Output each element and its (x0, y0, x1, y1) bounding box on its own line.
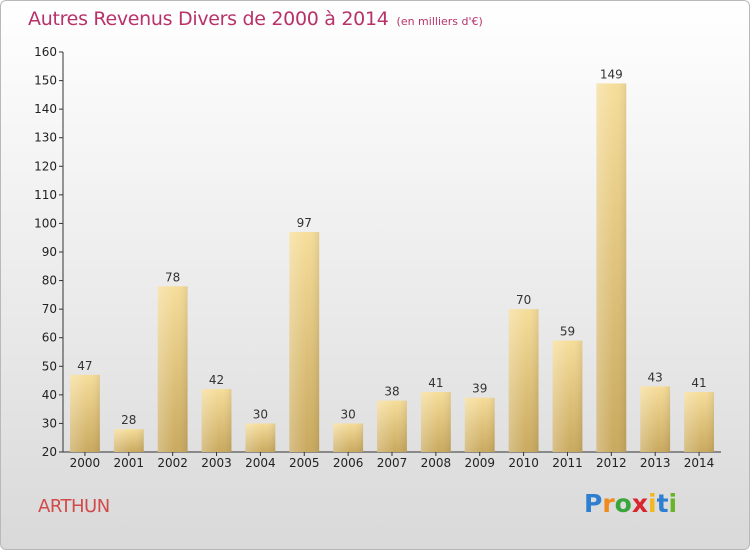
bar-shade (508, 309, 539, 452)
logo-letter: i (668, 489, 678, 518)
y-tick-label: 130 (34, 131, 57, 145)
bar-value-label: 59 (560, 325, 575, 339)
x-tick-label: 2014 (684, 456, 715, 470)
chart-title-unit: (en milliers d'€) (396, 15, 483, 28)
y-tick-label: 140 (34, 102, 57, 116)
x-tick-label: 2000 (70, 456, 101, 470)
x-tick-label: 2003 (201, 456, 232, 470)
bar-value-label: 42 (209, 373, 224, 387)
x-tick-label: 2011 (552, 456, 583, 470)
x-tick-label: 2012 (596, 456, 627, 470)
bar-shade (420, 392, 451, 452)
bar-value-label: 70 (516, 293, 531, 307)
y-tick-label: 30 (42, 416, 57, 430)
y-tick-label: 50 (42, 359, 57, 373)
bar-value-label: 41 (428, 376, 443, 390)
bar-shade (289, 232, 320, 452)
bar-shade (113, 429, 144, 452)
x-tick-label: 2009 (464, 456, 495, 470)
logo-letter: x (631, 489, 648, 518)
x-tick-label: 2001 (114, 456, 145, 470)
x-tick-label: 2004 (245, 456, 276, 470)
bar-shade (333, 423, 364, 452)
bar-shade (157, 286, 188, 452)
bar-shade (201, 389, 232, 452)
chart-title: Autres Revenus Divers de 2000 à 2014 (en … (28, 8, 483, 30)
y-tick-label: 90 (42, 245, 57, 259)
commune-name: ARTHUN (38, 496, 110, 517)
bar-value-label: 43 (648, 370, 663, 384)
y-tick-label: 20 (42, 445, 57, 459)
logo-letter: i (648, 489, 657, 518)
x-tick-label: 2013 (640, 456, 671, 470)
bar-value-label: 149 (600, 67, 623, 81)
x-tick-label: 2010 (508, 456, 539, 470)
y-tick-label: 160 (34, 45, 57, 59)
logo-letter: t (656, 489, 669, 518)
x-tick-label: 2007 (377, 456, 408, 470)
y-tick-label: 100 (34, 216, 57, 230)
bar-value-label: 41 (691, 376, 706, 390)
bar-shade (464, 397, 495, 452)
y-tick-label: 40 (42, 388, 57, 402)
y-tick-label: 110 (34, 188, 57, 202)
y-axis: 20 30 40 50 60 70 80 90 100 110 120 130 140 150 160 (34, 45, 64, 459)
bar-series: 47 28 78 42 30 97 30 38 41 39 70 59 149 43 41 (70, 67, 714, 452)
bar-shade (552, 340, 583, 452)
bar-value-label: 38 (384, 385, 399, 399)
bar-value-label: 30 (253, 407, 268, 421)
bar-shade (684, 392, 714, 452)
bar-value-label: 30 (340, 407, 355, 421)
bar-value-label: 39 (472, 382, 487, 396)
x-tick-label: 2006 (333, 456, 364, 470)
bar-shade (377, 400, 407, 452)
bar-shade (596, 83, 627, 452)
x-axis: 2000 2001 2002 2003 2004 2005 2006 2007 2008 2009… (63, 451, 721, 470)
bar-value-label: 97 (297, 216, 312, 230)
proxiti-logo: Proxiti (584, 489, 677, 518)
bar-value-label: 28 (121, 413, 136, 427)
y-tick-label: 150 (34, 74, 57, 88)
y-tick-label: 120 (34, 159, 57, 173)
bar-shade (640, 386, 671, 452)
bar-value-label: 47 (77, 359, 92, 373)
x-tick-label: 2005 (289, 456, 320, 470)
bar-shade (245, 423, 276, 452)
logo-letter: r (602, 489, 615, 518)
bar-value-label: 78 (165, 270, 180, 284)
bar-shade (70, 374, 100, 452)
y-tick-label: 70 (42, 302, 57, 316)
logo-letter: o (614, 489, 632, 518)
y-tick-label: 80 (42, 274, 57, 288)
y-tick-label: 60 (42, 331, 57, 345)
x-tick-label: 2002 (157, 456, 188, 470)
x-tick-label: 2008 (421, 456, 452, 470)
logo-letter: P (584, 489, 603, 518)
chart-title-text: Autres Revenus Divers de 2000 à 2014 (28, 8, 389, 30)
